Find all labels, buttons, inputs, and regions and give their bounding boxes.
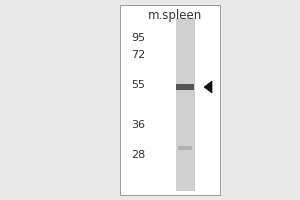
Text: 55: 55 bbox=[131, 80, 145, 90]
Bar bbox=[178, 146, 192, 150]
Text: m.spleen: m.spleen bbox=[148, 8, 202, 21]
Bar bbox=[176, 84, 194, 90]
Text: 36: 36 bbox=[131, 120, 145, 130]
Text: 72: 72 bbox=[131, 50, 145, 60]
Bar bbox=[120, 5, 220, 195]
Text: 28: 28 bbox=[131, 150, 145, 160]
Text: 95: 95 bbox=[131, 33, 145, 43]
Bar bbox=[176, 18, 194, 190]
Polygon shape bbox=[204, 81, 212, 93]
